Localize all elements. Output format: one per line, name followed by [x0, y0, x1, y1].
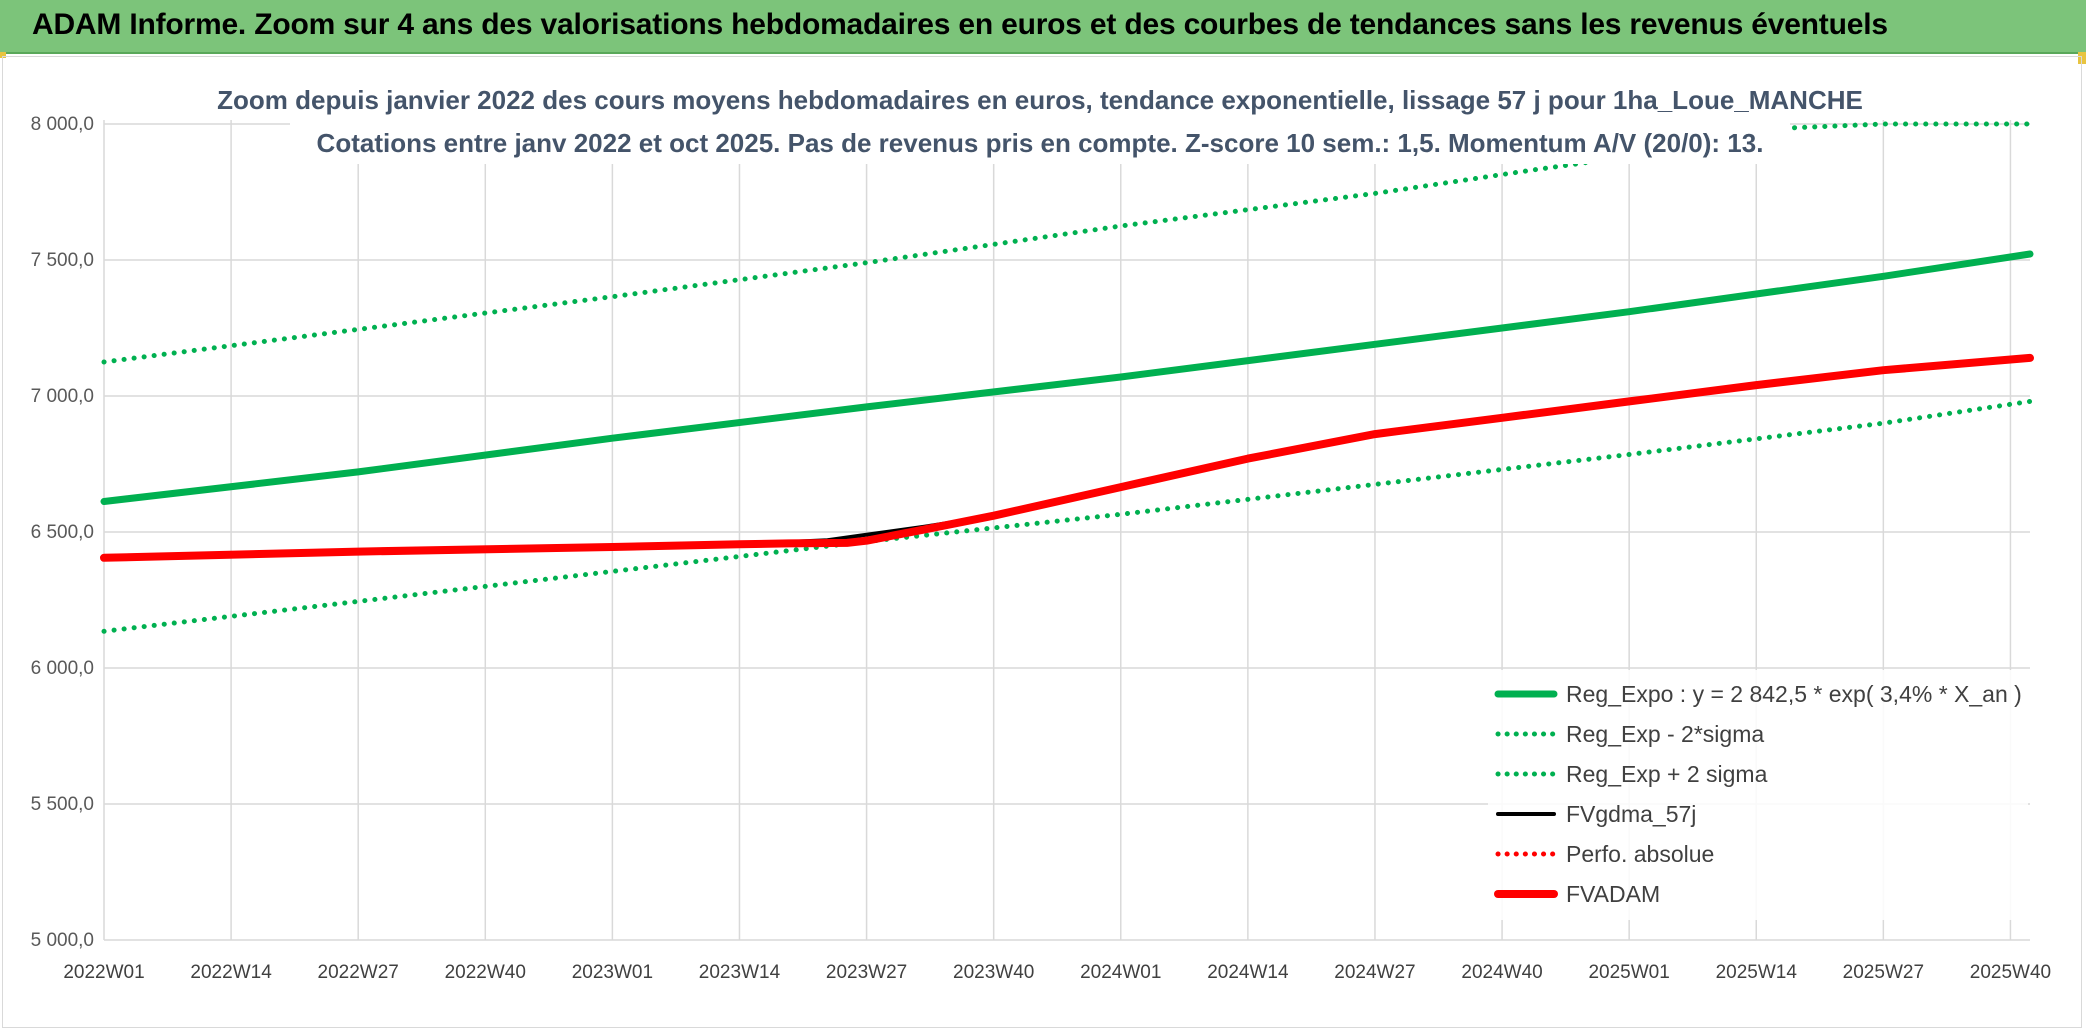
- legend-label: Reg_Expo : y = 2 842,5 * exp( 3,4% * X_a…: [1566, 681, 2022, 707]
- legend-backdrop: [1488, 670, 2028, 920]
- series-line-0: [100, 250, 2034, 505]
- gridlines: [103, 120, 2030, 941]
- series-layer: [100, 121, 2034, 634]
- legend: Reg_Expo : y = 2 842,5 * exp( 3,4% * X_a…: [1488, 670, 2028, 920]
- x-tick-label: 2025W14: [1716, 962, 1798, 983]
- x-tick-label: 2023W14: [699, 962, 781, 983]
- x-tick-label: 2023W27: [826, 962, 907, 983]
- corner-marker-right: [2078, 52, 2086, 64]
- x-tick-label: 2024W14: [1207, 962, 1289, 983]
- legend-label: Reg_Exp - 2*sigma: [1566, 721, 1764, 747]
- x-tick-label: 2025W40: [1970, 962, 2051, 983]
- y-tick-label: 6 500,0: [31, 522, 94, 543]
- y-tick-label: 5 500,0: [31, 794, 94, 815]
- y-tick-label: 7 000,0: [31, 386, 94, 407]
- x-axis-labels: 2022W01 2022W14 2022W27 2022W40 2023W01 2023W…: [63, 962, 2051, 983]
- chart-title-line-1: Zoom depuis janvier 2022 des cours moyen…: [217, 85, 1863, 115]
- legend-label: FVgdma_57j: [1566, 801, 1696, 827]
- y-tick-label: 5 000,0: [31, 930, 94, 951]
- y-axis-labels: 8 000,0 7 500,0 7 000,0 6 500,0 6 000,0 5 500…: [31, 114, 94, 951]
- x-tick-label: 2022W27: [318, 962, 399, 983]
- x-tick-label: 2024W40: [1461, 962, 1542, 983]
- x-tick-label: 2025W01: [1588, 962, 1669, 983]
- x-tick-label: 2023W40: [953, 962, 1034, 983]
- corner-marker-left: [0, 52, 6, 58]
- series-line-5: [100, 353, 2034, 562]
- x-tick-label: 2022W40: [445, 962, 526, 983]
- y-tick-label: 6 000,0: [31, 658, 94, 679]
- legend-label: Reg_Exp + 2 sigma: [1566, 761, 1768, 787]
- x-tick-label: 2024W01: [1080, 962, 1161, 983]
- chart-frame: [2, 56, 2082, 1028]
- x-tick-label: 2025W27: [1843, 962, 1924, 983]
- chart-title-line-2: Cotations entre janv 2022 et oct 2025. P…: [317, 128, 1764, 158]
- y-tick-label: 8 000,0: [31, 114, 94, 135]
- series-line-1: [101, 398, 2033, 634]
- legend-label: Perfo. absolue: [1566, 841, 1714, 867]
- x-tick-label: 2023W01: [572, 962, 653, 983]
- x-tick-label: 2022W14: [190, 962, 272, 983]
- x-tick-label: 2024W27: [1334, 962, 1415, 983]
- y-tick-label: 7 500,0: [31, 250, 94, 271]
- report-title: ADAM Informe. Zoom sur 4 ans des valoris…: [32, 8, 1888, 41]
- title-backdrop: [290, 78, 1790, 164]
- series-line-2: [101, 121, 2033, 365]
- report-banner: ADAM Informe. Zoom sur 4 ans des valoris…: [0, 0, 2086, 54]
- legend-label: FVADAM: [1566, 881, 1660, 907]
- x-tick-label: 2022W01: [63, 962, 144, 983]
